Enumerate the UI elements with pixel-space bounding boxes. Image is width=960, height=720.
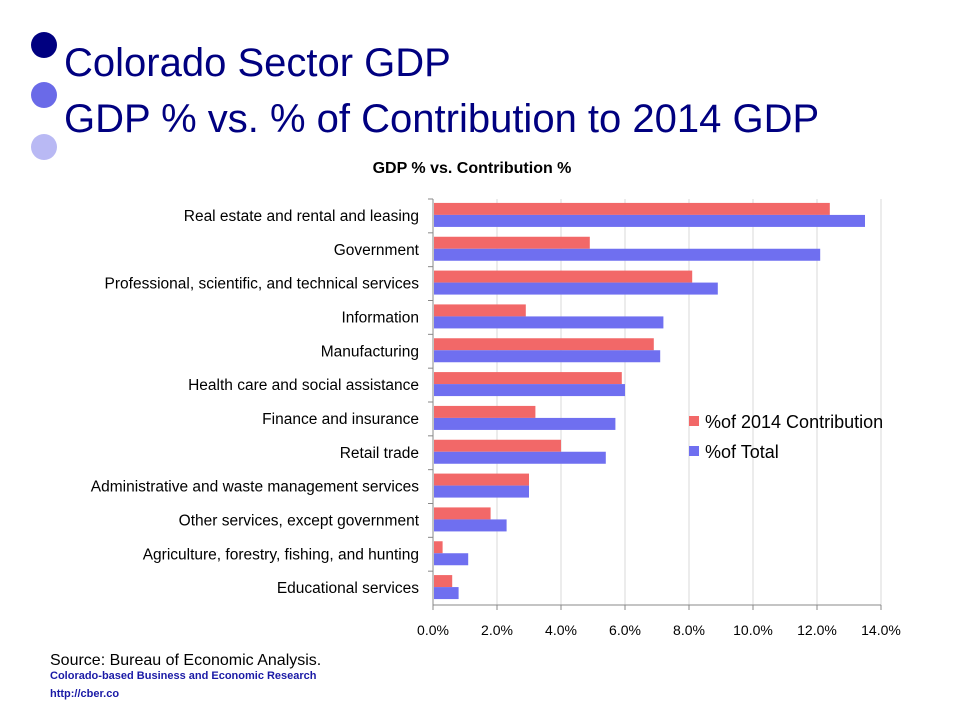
bar-total [434, 485, 529, 498]
bar-total [434, 350, 661, 363]
bar-contribution [434, 270, 693, 283]
x-tick-label: 0.0% [417, 622, 449, 638]
bar-total [434, 417, 616, 430]
x-tick-label: 14.0% [861, 622, 901, 638]
category-label: Educational services [277, 580, 419, 597]
bar-total [434, 384, 625, 397]
bar-total [434, 248, 821, 261]
slide-title: Colorado Sector GDP [64, 41, 451, 85]
category-label: Manufacturing [321, 343, 419, 360]
bullet-2-icon [31, 82, 57, 108]
legend-swatch-contribution [689, 416, 699, 426]
legend-swatch-total [689, 446, 699, 456]
bar-total [434, 451, 606, 464]
x-tick-label: 6.0% [609, 622, 641, 638]
category-label: Agriculture, forestry, fishing, and hunt… [143, 546, 419, 563]
bar-total [434, 282, 718, 295]
x-tick-label: 8.0% [673, 622, 705, 638]
category-label: Health care and social assistance [188, 377, 419, 394]
bar-contribution [434, 541, 443, 554]
x-tick-label: 4.0% [545, 622, 577, 638]
category-label: Real estate and rental and leasing [184, 208, 419, 225]
category-label: Information [341, 309, 419, 326]
category-label: Other services, except government [179, 512, 420, 529]
category-label: Government [334, 242, 420, 259]
bar-contribution [434, 473, 529, 486]
bar-total [434, 587, 459, 600]
bar-contribution [434, 575, 453, 588]
source-note: Source: Bureau of Economic Analysis. [50, 652, 322, 669]
x-tick-label: 12.0% [797, 622, 837, 638]
bullet-3-icon [31, 134, 57, 160]
chart-title: GDP % vs. Contribution % [373, 160, 572, 177]
legend-label-total: %of Total [705, 442, 779, 462]
bar-contribution [434, 338, 654, 351]
bar-chart: GDP % vs. Contribution % Real estate and… [91, 160, 901, 638]
slide-subtitle: GDP % vs. % of Contribution to 2014 GDP [64, 97, 820, 141]
bullet-1-icon [31, 32, 57, 58]
organization-link[interactable]: http://cber.co [50, 688, 120, 700]
bar-contribution [434, 236, 590, 249]
x-tick-label: 10.0% [733, 622, 773, 638]
bar-total [434, 316, 664, 329]
category-label: Administrative and waste management serv… [91, 479, 419, 496]
bar-contribution [434, 304, 526, 317]
legend-label-contribution: %of 2014 Contribution [705, 412, 883, 432]
category-label: Finance and insurance [262, 411, 419, 428]
bar-contribution [434, 372, 622, 385]
category-label: Professional, scientific, and technical … [105, 276, 420, 293]
bar-total [434, 519, 507, 532]
organization-name: Colorado-based Business and Economic Res… [50, 670, 317, 682]
x-tick-label: 2.0% [481, 622, 513, 638]
bar-total [434, 553, 469, 566]
bar-total [434, 214, 865, 227]
bar-contribution [434, 439, 561, 452]
bar-contribution [434, 202, 830, 215]
category-label: Retail trade [340, 445, 419, 462]
bar-contribution [434, 405, 536, 418]
bar-contribution [434, 507, 491, 520]
